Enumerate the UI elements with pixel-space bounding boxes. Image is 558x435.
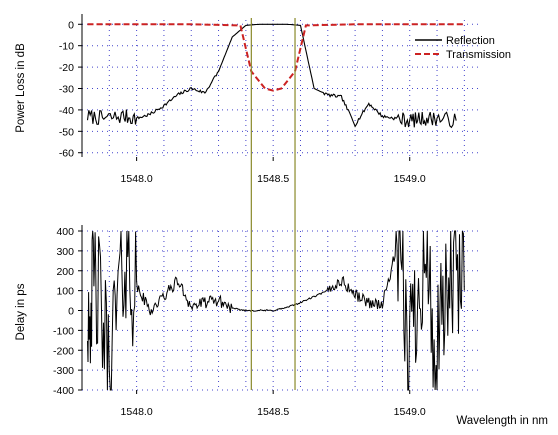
delay-y-tick-label: -200 xyxy=(53,345,74,357)
power-loss-series xyxy=(86,23,465,129)
delay-y-axis-label: Delay in ps xyxy=(15,283,27,340)
delay-y-tick-label: 400 xyxy=(56,226,74,238)
transmission-line xyxy=(87,23,465,92)
power-loss-x-tick-label: 1548.5 xyxy=(257,173,289,185)
power-loss-y-tick-label: -30 xyxy=(59,84,74,96)
legend: Reflection Transmission xyxy=(415,35,511,61)
delay-line xyxy=(87,230,465,391)
power-loss-y-tick-label: -60 xyxy=(59,148,74,160)
power-loss-y-tick-label: -50 xyxy=(59,126,74,138)
delay-x-axis-label: Wavelength in nm xyxy=(456,415,548,427)
power-loss-x-tick-label: 1548.0 xyxy=(121,173,153,185)
delay-y-tick-label: 200 xyxy=(56,266,74,278)
delay-y-tick-label: -100 xyxy=(53,325,74,337)
power-loss-grid xyxy=(81,20,478,157)
delay-y-tick-label: 100 xyxy=(56,286,74,298)
delay-axes: 400 300 200 100 0 -100 -200 -300 -400 1548.0 1548.… xyxy=(53,225,426,418)
delay-y-tick-label: -300 xyxy=(53,365,74,377)
legend-transmission-label: Transmission xyxy=(446,49,511,61)
power-loss-x-tick-label: 1549.0 xyxy=(394,173,426,185)
power-loss-panel: 0 -10 -20 -30 -40 -50 -60 1548.0 1548.5 1549.0 Po… xyxy=(15,14,511,185)
legend-reflection-label: Reflection xyxy=(446,35,495,47)
delay-x-tick-label: 1548.5 xyxy=(257,406,289,418)
delay-series xyxy=(87,230,465,391)
vertical-marker-lines xyxy=(250,18,296,390)
delay-x-tick-label: 1549.0 xyxy=(394,406,426,418)
power-loss-y-tick-label: 0 xyxy=(68,19,74,31)
delay-y-tick-label: 300 xyxy=(56,246,74,258)
delay-y-tick-label: -400 xyxy=(53,385,74,397)
reflection-line xyxy=(86,23,457,129)
delay-panel: 400 300 200 100 0 -100 -200 -300 -400 1548.0 1548.… xyxy=(15,225,548,427)
delay-grid xyxy=(81,230,478,391)
power-loss-y-tick-label: -10 xyxy=(59,41,74,53)
power-loss-y-tick-label: -40 xyxy=(59,105,74,117)
power-loss-y-axis-label: Power Loss in dB xyxy=(15,43,27,133)
delay-x-tick-label: 1548.0 xyxy=(121,406,153,418)
delay-y-tick-label: 0 xyxy=(68,306,74,318)
power-loss-y-tick-label: -20 xyxy=(59,62,74,74)
power-loss-axes: 0 -10 -20 -30 -40 -50 -60 1548.0 1548.5 1549.0 xyxy=(59,14,426,185)
